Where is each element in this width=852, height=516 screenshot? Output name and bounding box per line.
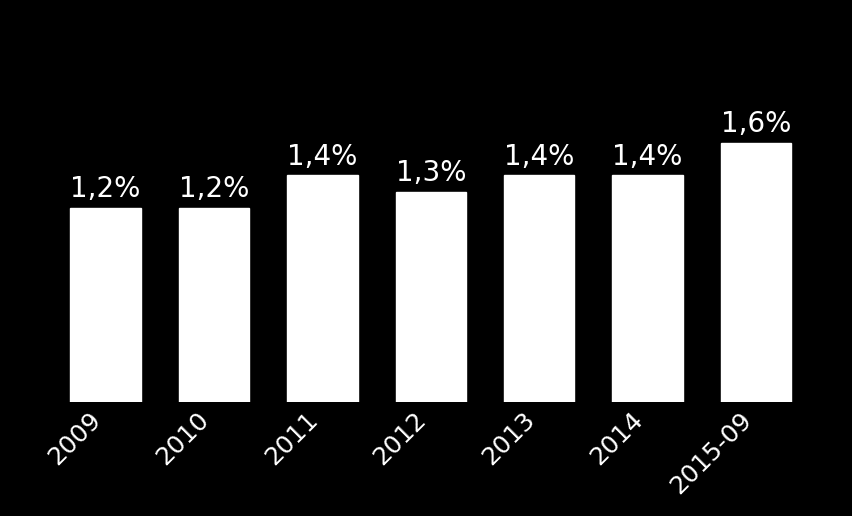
Text: 1,4%: 1,4% (504, 142, 573, 171)
Text: 1,6%: 1,6% (720, 110, 791, 138)
Bar (720, 143, 791, 402)
Bar (612, 175, 682, 402)
Text: 1,4%: 1,4% (287, 142, 357, 171)
Text: 1,2%: 1,2% (178, 175, 249, 203)
Text: 1,4%: 1,4% (612, 142, 682, 171)
Bar (178, 208, 249, 402)
Bar (287, 175, 357, 402)
Bar (504, 175, 573, 402)
Text: 1,2%: 1,2% (70, 175, 141, 203)
Bar (395, 191, 465, 402)
Bar (70, 208, 141, 402)
Text: 1,3%: 1,3% (395, 159, 465, 187)
